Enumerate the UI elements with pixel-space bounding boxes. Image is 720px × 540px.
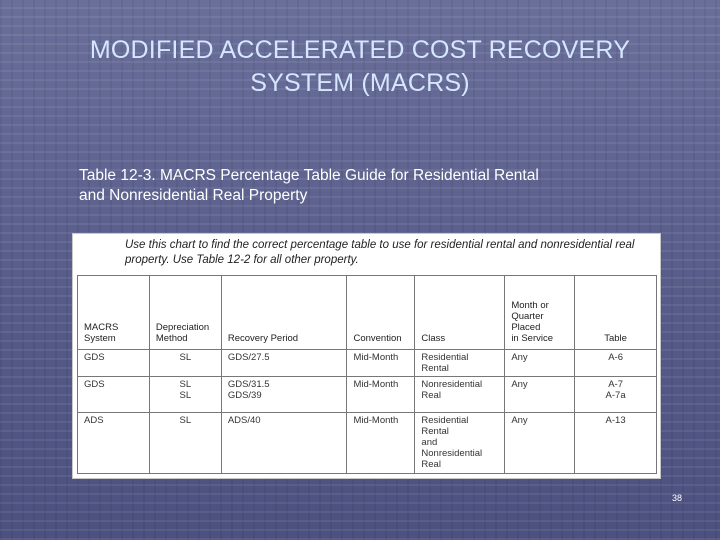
instructions-line-2: property. Use Table 12-2 for all other p…	[125, 254, 359, 266]
cell-text: and	[421, 437, 438, 448]
table-caption: Table 12-3. MACRS Percentage Table Guide…	[79, 166, 679, 206]
header-text: Class	[421, 333, 446, 344]
header-macrs-system: MACRS System	[77, 275, 150, 350]
header-class: Class	[414, 275, 506, 350]
header-text: Month or	[511, 300, 549, 311]
header-text: in Service	[511, 333, 554, 344]
header-text: Placed	[511, 322, 541, 333]
cell-system: GDS	[77, 376, 150, 413]
cell-class: Nonresidential Real	[414, 376, 506, 413]
cell-method: SL	[148, 349, 222, 377]
header-text: Quarter	[511, 311, 544, 322]
cell-text: A-13	[605, 415, 626, 426]
macrs-percentage-table: MACRS System Depreciation Method Recover…	[77, 275, 657, 474]
cell-text: GDS/27.5	[227, 352, 270, 363]
table-instructions: Use this chart to find the correct perce…	[125, 238, 655, 268]
header-text: Recovery Period	[227, 333, 299, 344]
table-header-row: MACRS System Depreciation Method Recover…	[77, 275, 657, 350]
cell-text: SL	[179, 415, 192, 426]
cell-class: Residential Rental	[414, 349, 506, 377]
header-convention: Convention	[346, 275, 416, 350]
cell-table: A-6	[574, 349, 657, 377]
cell-text: ADS/40	[227, 415, 261, 426]
table-row: ADS SL ADS/40 Mid-Month Residential Rent…	[77, 412, 657, 474]
cell-text: SL	[179, 379, 192, 390]
table-caption-line-2: and Nonresidential Real Property	[79, 187, 308, 204]
slide-title-line-2: SYSTEM (MACRS)	[250, 69, 470, 97]
cell-text: Any	[511, 415, 528, 426]
table-row: GDS SL GDS/27.5 Mid-Month Residential Re…	[77, 349, 657, 377]
cell-text: SL	[179, 390, 192, 401]
cell-text: A-7a	[605, 390, 626, 401]
slide-title: MODIFIED ACCELERATED COST RECOVERY SYSTE…	[0, 34, 720, 100]
header-text: Depreciation	[155, 322, 210, 333]
cell-text: Mid-Month	[353, 352, 399, 363]
header-table: Table	[574, 275, 657, 350]
cell-convention: Mid-Month	[346, 376, 416, 413]
cell-method: SL SL	[148, 376, 222, 413]
cell-text: GDS	[84, 379, 105, 390]
header-text: Method	[155, 333, 188, 344]
cell-class: Residential Rental and Nonresidential Re…	[414, 412, 506, 474]
table-row: GDS SL SL GDS/31.5 GDS/39 Mid-Month Nonr…	[77, 376, 657, 413]
cell-placed-in-service: Any	[504, 349, 576, 377]
cell-system: GDS	[77, 349, 150, 377]
cell-text: Any	[511, 379, 528, 390]
cell-text: Mid-Month	[353, 379, 399, 390]
header-text: System	[84, 333, 116, 344]
cell-table: A-13	[574, 412, 657, 474]
cell-convention: Mid-Month	[346, 412, 416, 474]
cell-text: A-6	[608, 352, 623, 363]
cell-recovery-period: GDS/31.5 GDS/39	[220, 376, 348, 413]
cell-recovery-period: ADS/40	[220, 412, 348, 474]
slide-title-line-1: MODIFIED ACCELERATED COST RECOVERY	[89, 36, 631, 64]
cell-text: GDS/39	[227, 390, 262, 401]
cell-text: Residential Rental	[421, 415, 469, 437]
instructions-line-1: Use this chart to find the correct perce…	[125, 239, 635, 251]
header-text: Table	[604, 333, 627, 344]
cell-text: Nonresidential Real	[421, 448, 483, 470]
page-number: 38	[671, 493, 682, 503]
cell-system: ADS	[77, 412, 150, 474]
cell-convention: Mid-Month	[346, 349, 416, 377]
macrs-table-image: Use this chart to find the correct perce…	[72, 233, 661, 479]
cell-text: GDS	[84, 352, 105, 363]
cell-text: Residential Rental	[421, 352, 469, 374]
cell-text: SL	[179, 352, 192, 363]
table-caption-line-1: Table 12-3. MACRS Percentage Table Guide…	[79, 167, 539, 184]
cell-recovery-period: GDS/27.5	[220, 349, 348, 377]
header-depreciation-method: Depreciation Method	[148, 275, 222, 350]
cell-placed-in-service: Any	[504, 376, 576, 413]
cell-text: Mid-Month	[353, 415, 399, 426]
cell-text: Nonresidential Real	[421, 379, 483, 401]
cell-text: GDS/31.5	[227, 379, 270, 390]
header-recovery-period: Recovery Period	[220, 275, 348, 350]
cell-text: Any	[511, 352, 528, 363]
cell-placed-in-service: Any	[504, 412, 576, 474]
header-placed-in-service: Month or Quarter Placed in Service	[504, 275, 576, 350]
cell-table: A-7 A-7a	[574, 376, 657, 413]
cell-text: ADS	[84, 415, 104, 426]
header-text: MACRS	[84, 322, 119, 333]
cell-text: A-7	[608, 379, 623, 390]
cell-method: SL	[148, 412, 222, 474]
header-text: Convention	[353, 333, 402, 344]
